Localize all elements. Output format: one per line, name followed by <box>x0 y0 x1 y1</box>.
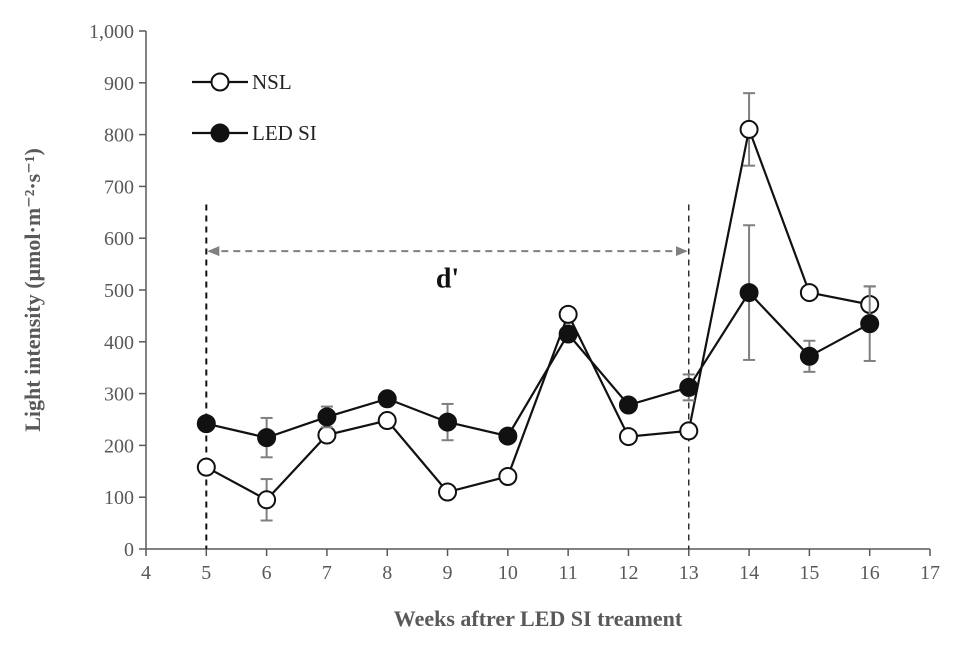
data-point <box>739 283 759 303</box>
data-point <box>558 324 578 344</box>
x-tick-label: 11 <box>559 562 578 584</box>
data-point <box>618 427 638 447</box>
data-point <box>799 283 819 303</box>
data-point <box>377 411 397 431</box>
x-tick-label: 9 <box>443 562 453 584</box>
data-point <box>498 466 518 486</box>
x-tick-label: 6 <box>262 562 272 584</box>
data-point <box>618 395 638 415</box>
data-point <box>679 377 699 397</box>
x-tick-label: 13 <box>679 562 699 584</box>
x-tick-label: 5 <box>201 562 211 584</box>
y-tick-label: 0 <box>124 539 134 561</box>
series-line <box>206 290 871 439</box>
data-point <box>438 412 458 432</box>
y-tick-label: 900 <box>104 73 134 95</box>
legend-label: NSL <box>252 70 292 94</box>
x-tick-label: 15 <box>799 562 819 584</box>
series-led-si <box>196 224 880 459</box>
y-tick-label: 400 <box>104 332 134 354</box>
x-tick-label: 14 <box>739 562 759 584</box>
annotations: d' <box>205 204 690 549</box>
data-point <box>317 407 337 427</box>
series-line <box>205 125 870 502</box>
data-point <box>257 490 277 510</box>
y-tick-label: 300 <box>104 384 134 406</box>
data-point <box>498 426 518 446</box>
x-tick-label: 16 <box>860 562 880 584</box>
x-tick-label: 10 <box>498 562 518 584</box>
y-axis-title: Light intensity (μmol·m⁻²·s⁻¹) <box>20 148 45 432</box>
legend-marker <box>210 123 230 143</box>
data-point <box>860 314 880 334</box>
legend-marker <box>210 72 230 92</box>
y-axis-ticks: 0 100 200 300 400 500 600 700 800 900 1,000 <box>89 21 146 561</box>
data-point <box>679 421 699 441</box>
data-point <box>257 428 277 448</box>
y-tick-label: 800 <box>104 125 134 147</box>
data-point <box>196 457 216 477</box>
series-layer <box>196 92 880 522</box>
x-axis-title: Weeks aftrer LED SI treament <box>394 606 683 631</box>
data-point <box>739 119 759 139</box>
legend-label: LED SI <box>252 121 317 145</box>
data-point <box>558 304 578 324</box>
y-tick-label: 500 <box>104 280 134 302</box>
x-axis-ticks: 4 5 6 7 8 9 10 11 12 13 14 15 16 17 <box>141 549 940 584</box>
x-tick-label: 8 <box>382 562 392 584</box>
data-point <box>438 482 458 502</box>
y-tick-label: 100 <box>104 487 134 509</box>
y-tick-label: 600 <box>104 228 134 250</box>
x-tick-label: 17 <box>920 562 940 584</box>
y-tick-label: 200 <box>104 435 134 457</box>
annotation-label: d' <box>436 263 459 294</box>
data-point <box>377 389 397 409</box>
data-point <box>317 425 337 445</box>
legend: NSL LED SI <box>192 70 317 145</box>
x-tick-label: 7 <box>322 562 332 584</box>
series-nsl <box>196 92 880 522</box>
x-tick-label: 12 <box>618 562 638 584</box>
y-tick-label: 700 <box>104 176 134 198</box>
y-tick-label: 1,000 <box>89 21 134 43</box>
data-point <box>196 414 216 434</box>
data-point <box>799 346 819 366</box>
x-tick-label: 4 <box>141 562 151 584</box>
